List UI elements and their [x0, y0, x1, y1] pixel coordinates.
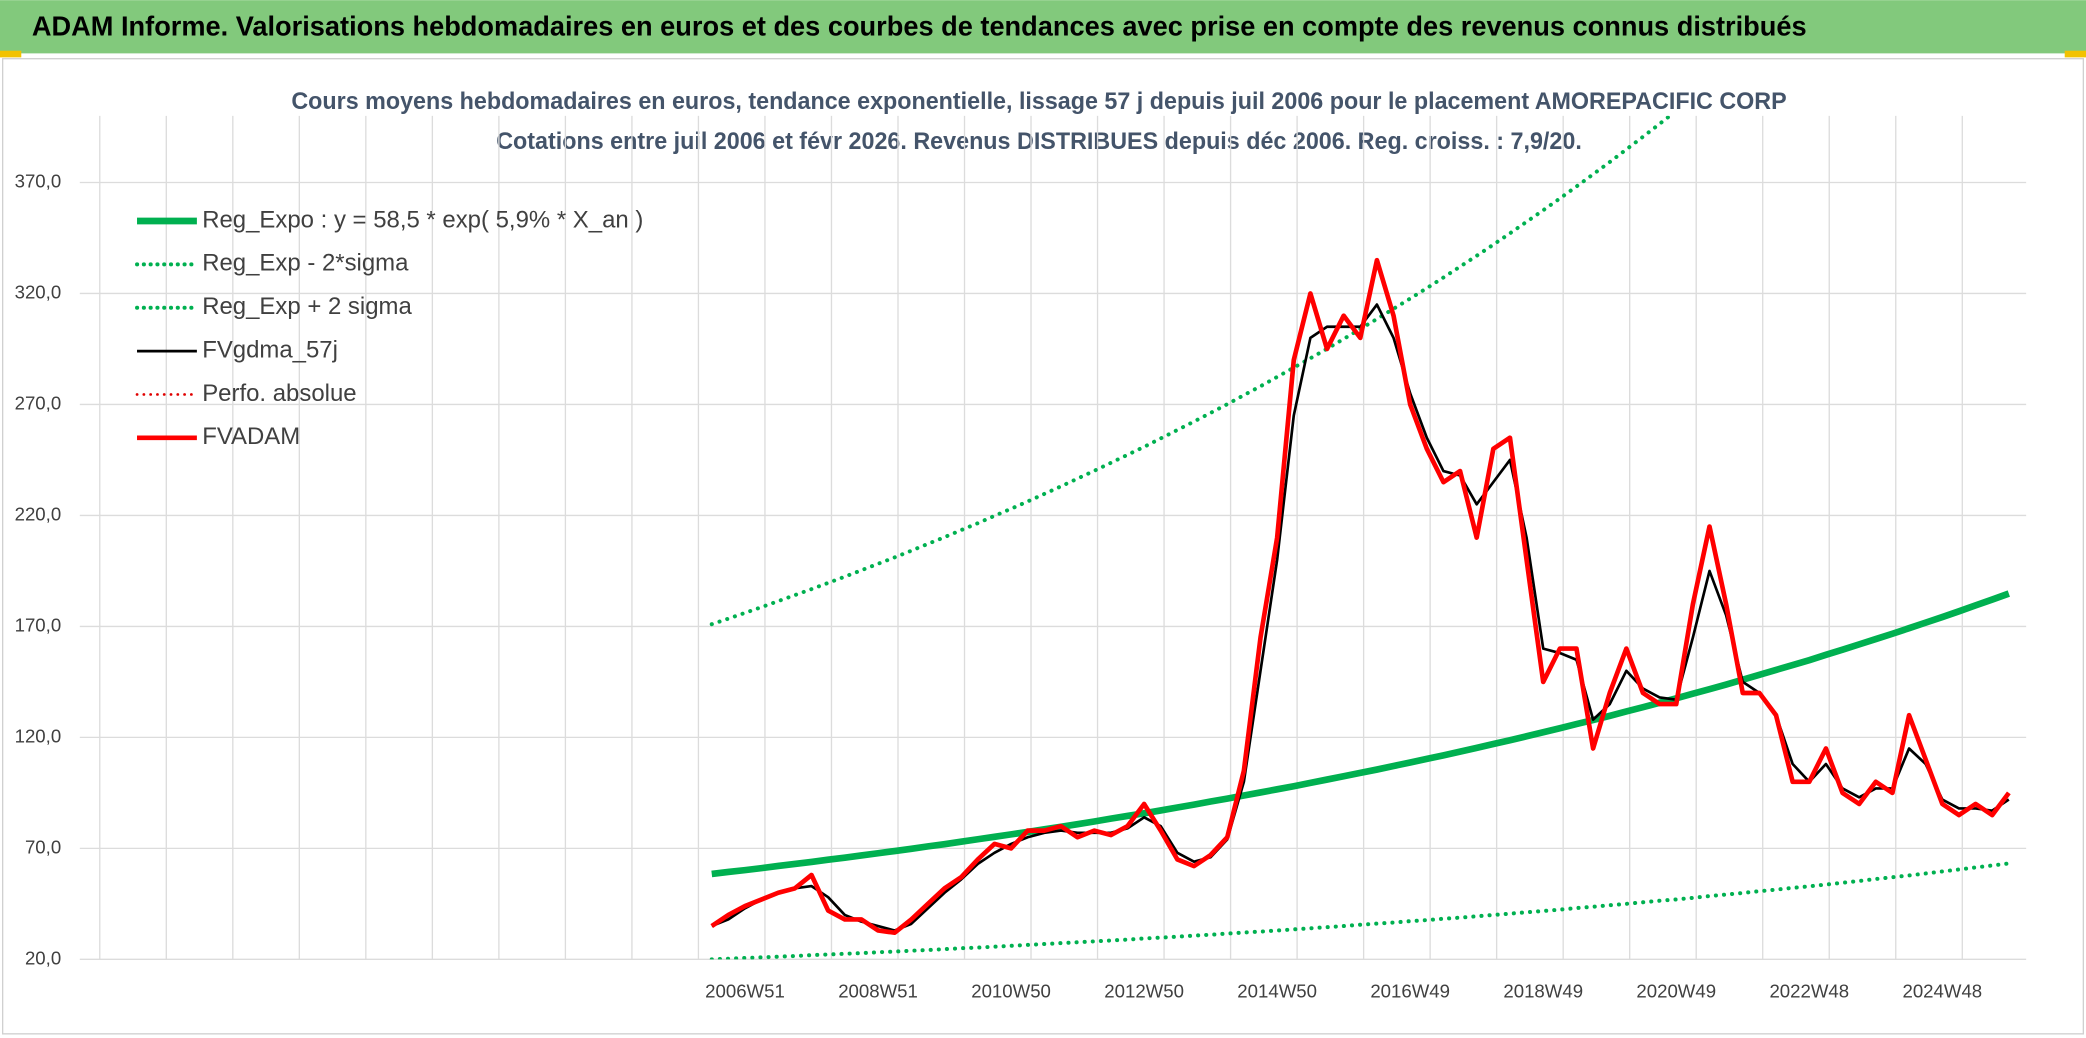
x-tick-label: 2022W48 [1769, 981, 1849, 1002]
legend-label: FVADAM [202, 423, 300, 450]
series-line [711, 590, 2010, 878]
series-line [709, 861, 2011, 960]
chart-border [1, 58, 2085, 1035]
header-title: ADAM Informe. Valorisations hebdomadaire… [32, 10, 1807, 41]
x-tick-label: 2010W50 [971, 981, 1051, 1002]
subtitle: Cours moyens hebdomadaires en euros, ten… [291, 88, 1786, 115]
y-tick-label: 320,0 [15, 281, 62, 302]
x-tick-label: 2024W48 [1902, 981, 1982, 1002]
y-tick-label: 70,0 [25, 836, 61, 857]
series-line [710, 257, 2011, 936]
legend: Reg_Expo : y = 58,5 * exp( 5,9% * X_an )… [135, 206, 643, 450]
legend-label: Reg_Exp + 2 sigma [202, 293, 412, 320]
x-tick-label: 2016W49 [1370, 981, 1450, 1002]
y-tick-label: 220,0 [15, 503, 62, 524]
y-tick-label: 370,0 [15, 170, 62, 191]
x-tick-label: 2012W50 [1104, 981, 1184, 1002]
legend-label: Reg_Expo : y = 58,5 * exp( 5,9% * X_an ) [202, 206, 643, 233]
x-tick-label: 2020W49 [1636, 981, 1716, 1002]
x-tick-label: 2006W51 [705, 981, 785, 1002]
legend-label: Perfo. absolue [202, 380, 356, 407]
y-tick-label: 20,0 [25, 947, 61, 968]
y-tick-label: 170,0 [15, 614, 62, 635]
corner-right [2064, 50, 2086, 58]
y-tick-label: 270,0 [15, 392, 62, 413]
y-tick-label: 120,0 [15, 725, 62, 746]
grid: 20,0 70,0 120,0 170,0 220,0 270,0 320,0 370,0 20… [15, 115, 2027, 1002]
x-tick-label: 2014W50 [1237, 981, 1317, 1002]
plot-area [709, 115, 2011, 960]
legend-label: Reg_Exp - 2*sigma [202, 250, 409, 277]
header-bar [0, 0, 2086, 54]
x-tick-label: 2018W49 [1503, 981, 1583, 1002]
corner-left [0, 50, 22, 58]
x-tick-label: 2008W51 [838, 981, 918, 1002]
legend-label: FVgdma_57j [202, 336, 338, 363]
subtitle: Cotations entre juil 2006 et févr 2026. … [496, 128, 1582, 155]
